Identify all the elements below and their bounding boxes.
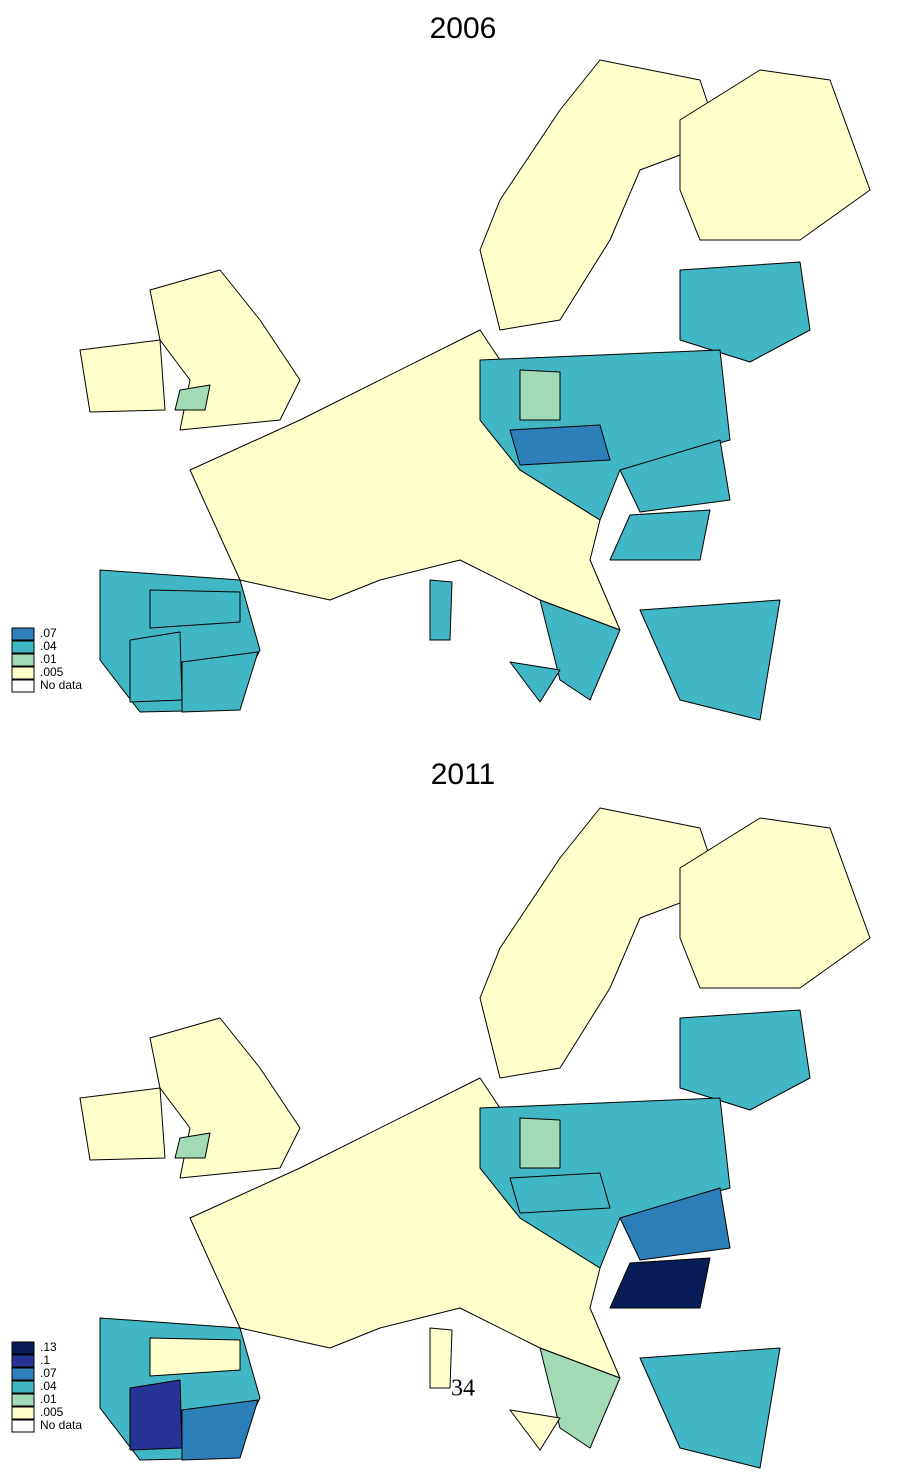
legend-label: No data	[40, 1418, 82, 1432]
region	[79, 339, 166, 413]
region	[619, 1187, 731, 1261]
legend-label: .01	[40, 1392, 57, 1406]
region	[479, 807, 721, 1079]
legend-swatch	[11, 1406, 35, 1420]
region	[181, 1399, 259, 1461]
legend-label: .01	[40, 652, 57, 666]
legend-swatch	[11, 1341, 35, 1355]
map-title: 2011	[431, 758, 496, 791]
region	[679, 261, 811, 363]
legend-swatch	[11, 1419, 35, 1433]
region	[149, 269, 301, 431]
region	[149, 1017, 301, 1179]
legend-swatch	[11, 679, 35, 693]
legend-swatch	[11, 653, 35, 667]
legend-label: .04	[40, 1379, 57, 1393]
region	[181, 651, 259, 713]
legend-label: .13	[40, 1340, 57, 1354]
legend-label: .1	[40, 1353, 50, 1367]
region	[509, 661, 561, 703]
legend-label: .07	[40, 1366, 57, 1380]
legend-label: .07	[40, 626, 57, 640]
legend-swatch	[11, 666, 35, 680]
region	[149, 1337, 241, 1377]
legend-swatch	[11, 627, 35, 641]
region	[639, 599, 781, 721]
region	[479, 59, 721, 331]
legend-label: .04	[40, 639, 57, 653]
legend-swatch	[11, 1354, 35, 1368]
legend-label: .005	[40, 1405, 64, 1419]
region	[679, 69, 871, 241]
region	[429, 1327, 453, 1389]
region	[639, 1347, 781, 1469]
map-title: 2006	[430, 12, 497, 45]
region	[509, 1409, 561, 1451]
region	[509, 1172, 611, 1214]
region	[79, 1087, 166, 1161]
region	[509, 424, 611, 466]
region	[174, 1132, 211, 1159]
region	[149, 589, 241, 629]
region	[174, 384, 211, 411]
region	[519, 1117, 561, 1169]
region	[129, 1379, 183, 1451]
legend-swatch	[11, 1367, 35, 1381]
region	[539, 1347, 621, 1449]
region	[519, 369, 561, 421]
region	[679, 1009, 811, 1111]
page-number: 34	[451, 1376, 475, 1402]
legend-swatch	[11, 640, 35, 654]
legend-swatch	[11, 1393, 35, 1407]
region	[129, 631, 183, 703]
region	[619, 439, 731, 513]
legend-label: No data	[40, 678, 82, 692]
region	[609, 1257, 711, 1309]
region	[609, 509, 711, 561]
region	[429, 579, 453, 641]
region	[679, 817, 871, 989]
region	[539, 599, 621, 701]
legend-label: .005	[40, 665, 64, 679]
legend-swatch	[11, 1380, 35, 1394]
